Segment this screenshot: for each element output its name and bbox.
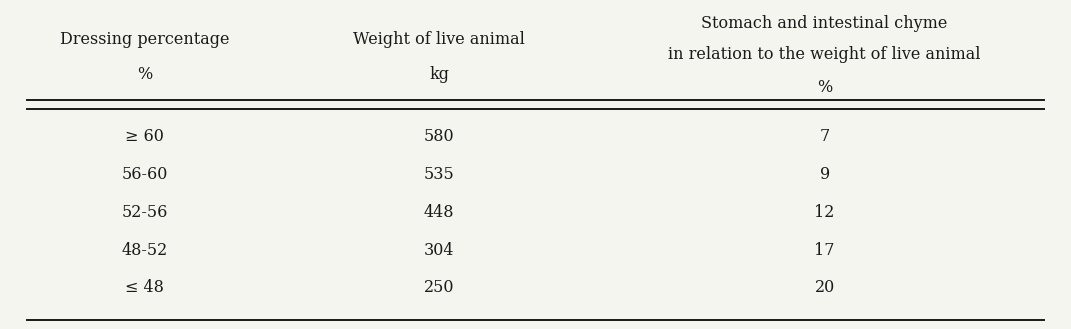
Text: Dressing percentage: Dressing percentage — [60, 31, 229, 48]
Text: in relation to the weight of live animal: in relation to the weight of live animal — [668, 46, 981, 63]
Text: ≥ 60: ≥ 60 — [125, 128, 164, 145]
Text: 20: 20 — [815, 279, 834, 296]
Text: 535: 535 — [424, 166, 454, 183]
Text: 304: 304 — [424, 241, 454, 259]
Text: 250: 250 — [424, 279, 454, 296]
Text: 580: 580 — [424, 128, 454, 145]
Text: Stomach and intestinal chyme: Stomach and intestinal chyme — [702, 14, 948, 32]
Text: 52-56: 52-56 — [121, 204, 168, 221]
Text: 56-60: 56-60 — [121, 166, 168, 183]
Text: 448: 448 — [424, 204, 454, 221]
Text: %: % — [137, 65, 152, 83]
Text: 17: 17 — [814, 241, 835, 259]
Text: 9: 9 — [819, 166, 830, 183]
Text: 12: 12 — [814, 204, 835, 221]
Text: %: % — [817, 79, 832, 96]
Text: Weight of live animal: Weight of live animal — [353, 31, 525, 48]
Text: 7: 7 — [819, 128, 830, 145]
Text: kg: kg — [429, 65, 449, 83]
Text: 48-52: 48-52 — [121, 241, 168, 259]
Text: ≤ 48: ≤ 48 — [125, 279, 164, 296]
